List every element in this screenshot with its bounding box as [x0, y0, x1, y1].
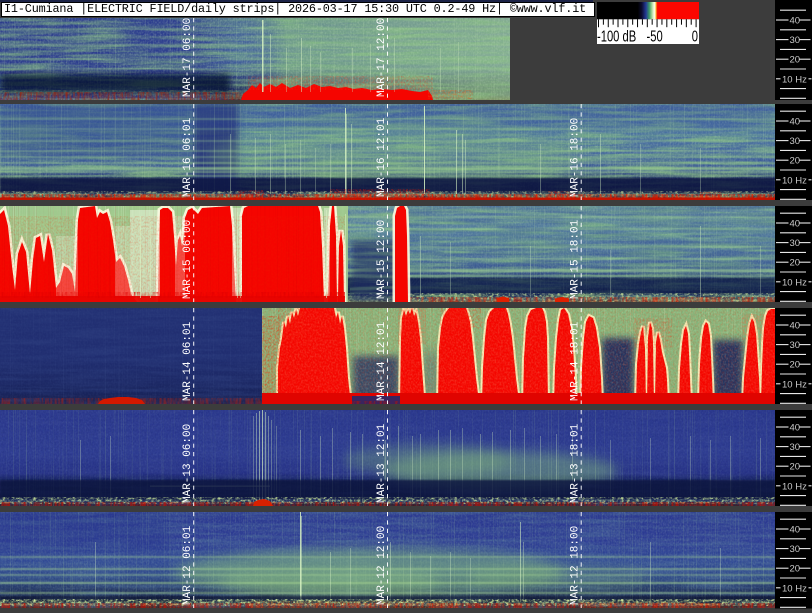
- svg-text:MAR-16 12:01: MAR-16 12:01: [376, 117, 388, 197]
- svg-text:20: 20: [790, 462, 801, 473]
- svg-text:40: 40: [790, 117, 801, 128]
- svg-text:40: 40: [790, 219, 801, 230]
- svg-text:40: 40: [790, 525, 801, 536]
- svg-text:10 Hz: 10 Hz: [782, 481, 807, 492]
- svg-text:-100 dB: -100 dB: [597, 26, 636, 44]
- svg-text:20: 20: [790, 258, 801, 269]
- svg-text:MAR-15 18:01: MAR-15 18:01: [570, 219, 582, 299]
- svg-text:20: 20: [790, 564, 801, 575]
- svg-text:MAR-16 18:00: MAR-16 18:00: [570, 118, 582, 197]
- svg-text:MAR-15 12:00: MAR-15 12:00: [376, 220, 388, 299]
- svg-text:-50: -50: [647, 26, 663, 44]
- svg-text:30: 30: [790, 544, 801, 555]
- svg-text:MAR-15 06:00: MAR-15 06:00: [182, 220, 194, 299]
- svg-text:30: 30: [790, 442, 801, 453]
- svg-text:10 Hz: 10 Hz: [782, 277, 807, 288]
- svg-text:MAR-13 12:01: MAR-13 12:01: [376, 423, 388, 503]
- svg-text:MAR-14 18:01: MAR-14 18:01: [570, 321, 582, 401]
- svg-text:MAR-17 12:00: MAR-17 12:00: [376, 18, 388, 97]
- svg-text:30: 30: [790, 340, 801, 351]
- svg-text:40: 40: [790, 321, 801, 332]
- svg-text:MAR-13 06:00: MAR-13 06:00: [182, 424, 194, 503]
- svg-text:MAR-17 06:00: MAR-17 06:00: [182, 18, 194, 97]
- svg-text:40: 40: [790, 423, 801, 434]
- svg-text:20: 20: [790, 55, 801, 66]
- svg-text:30: 30: [790, 35, 801, 46]
- svg-text:MAR-14 12:01: MAR-14 12:01: [376, 321, 388, 401]
- svg-text:MAR-16 06:01: MAR-16 06:01: [182, 117, 194, 197]
- svg-text:10 Hz: 10 Hz: [782, 74, 807, 85]
- svg-text:0: 0: [692, 26, 698, 44]
- svg-text:40: 40: [790, 16, 801, 27]
- svg-text:MAR-14 06:01: MAR-14 06:01: [182, 321, 194, 401]
- svg-text:MAR-12 06:01: MAR-12 06:01: [182, 525, 194, 605]
- svg-text:MAR-13 18:01: MAR-13 18:01: [570, 423, 582, 503]
- svg-text:30: 30: [790, 136, 801, 147]
- svg-text:30: 30: [790, 238, 801, 249]
- svg-text:10 Hz: 10 Hz: [782, 583, 807, 594]
- svg-text:MAR-12 12:00: MAR-12 12:00: [376, 526, 388, 605]
- svg-text:10 Hz: 10 Hz: [782, 379, 807, 390]
- svg-text:20: 20: [790, 360, 801, 371]
- svg-text:MAR-12 18:00: MAR-12 18:00: [570, 526, 582, 605]
- svg-text:20: 20: [790, 156, 801, 167]
- svg-text:10 Hz: 10 Hz: [782, 175, 807, 186]
